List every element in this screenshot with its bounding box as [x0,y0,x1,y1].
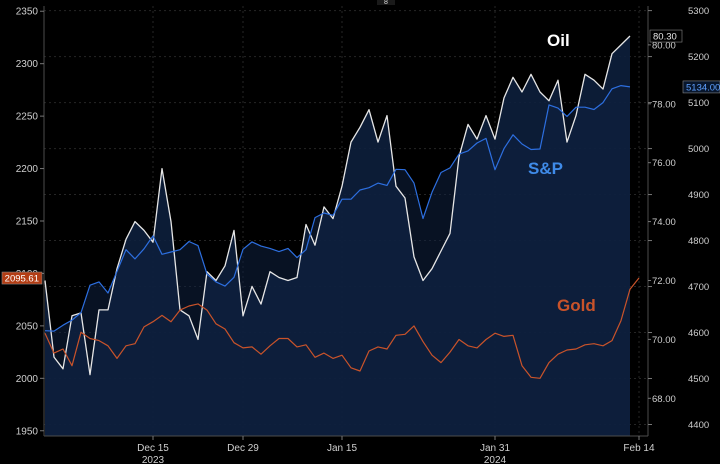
x-tick-label: Dec 15 [137,443,169,454]
series-lines [44,35,640,379]
right-tick-label: 5100 [688,98,709,109]
left-tick-label: 2200 [16,164,39,175]
right-tick-label: 4400 [688,420,709,431]
x-tick-label: Jan 31 [480,443,510,454]
right-tick-label: 4700 [688,282,709,293]
series-line-sp [44,85,631,332]
oil-axis-ticks: 68.00 70.00 72.00 74.00 76.00 78.00 80.00 [648,40,676,405]
oil-tick-label: 68.00 [652,394,676,405]
right-tick-label: 5200 [688,52,709,63]
left-tick-label: 2150 [16,217,39,228]
series-label-sp: S&P [528,159,563,178]
oil-tick-label: 78.00 [652,99,676,110]
right-axis-ticks: 4400 4500 4600 4700 4800 4900 5000 5100 5200 5300 [648,6,709,431]
series-area-sp [45,85,630,436]
x-year-label: 2023 [142,455,165,464]
right-tick-label: 4600 [688,328,709,339]
series-label-gold: Gold [557,296,596,315]
right-tick-label: 4500 [688,374,709,385]
x-tick-label: Feb 14 [623,443,655,454]
top-marker-text: 8 [384,0,388,6]
gold-last-value-tag-text: 2095.61 [5,274,39,285]
top-marker: 8 [377,0,395,6]
series-label-oil: Oil [547,31,570,50]
series-line-gold [44,277,640,379]
right-tick-label: 4800 [688,236,709,247]
left-tick-label: 2050 [16,321,39,332]
oil-tick-label: 74.00 [652,217,676,228]
oil-last-value-tag: 80.30 [649,29,683,43]
left-tick-label: 2350 [16,7,39,18]
oil-last-value-tag-text: 80.30 [653,32,677,43]
series-line-oil [44,35,631,376]
last-value-tags: 80.30 5134.00 2095.61 [1,29,720,285]
gold-last-value-tag: 2095.61 [1,271,43,285]
x-tick-label: Jan 15 [327,443,357,454]
oil-tick-label: 80.00 [652,40,676,51]
right-tick-label: 4900 [688,190,709,201]
oil-tick-label: 76.00 [652,158,676,169]
series-labels: Oil S&P Gold [528,31,596,315]
sp-last-value-tag-text: 5134.00 [686,82,720,93]
x-tick-label: Dec 29 [227,443,259,454]
oil-tick-label: 70.00 [652,335,676,346]
left-tick-label: 1950 [16,426,39,437]
series-area-fills [45,36,630,436]
right-tick-label: 5300 [688,6,709,17]
left-tick-label: 2300 [16,59,39,70]
x-year-label: 2024 [484,455,507,464]
right-tick-label: 5000 [688,144,709,155]
sp-last-value-tag: 5134.00 [682,80,720,93]
oil-tick-label: 72.00 [652,276,676,287]
left-tick-label: 2250 [16,112,39,123]
left-tick-label: 2000 [16,374,39,385]
